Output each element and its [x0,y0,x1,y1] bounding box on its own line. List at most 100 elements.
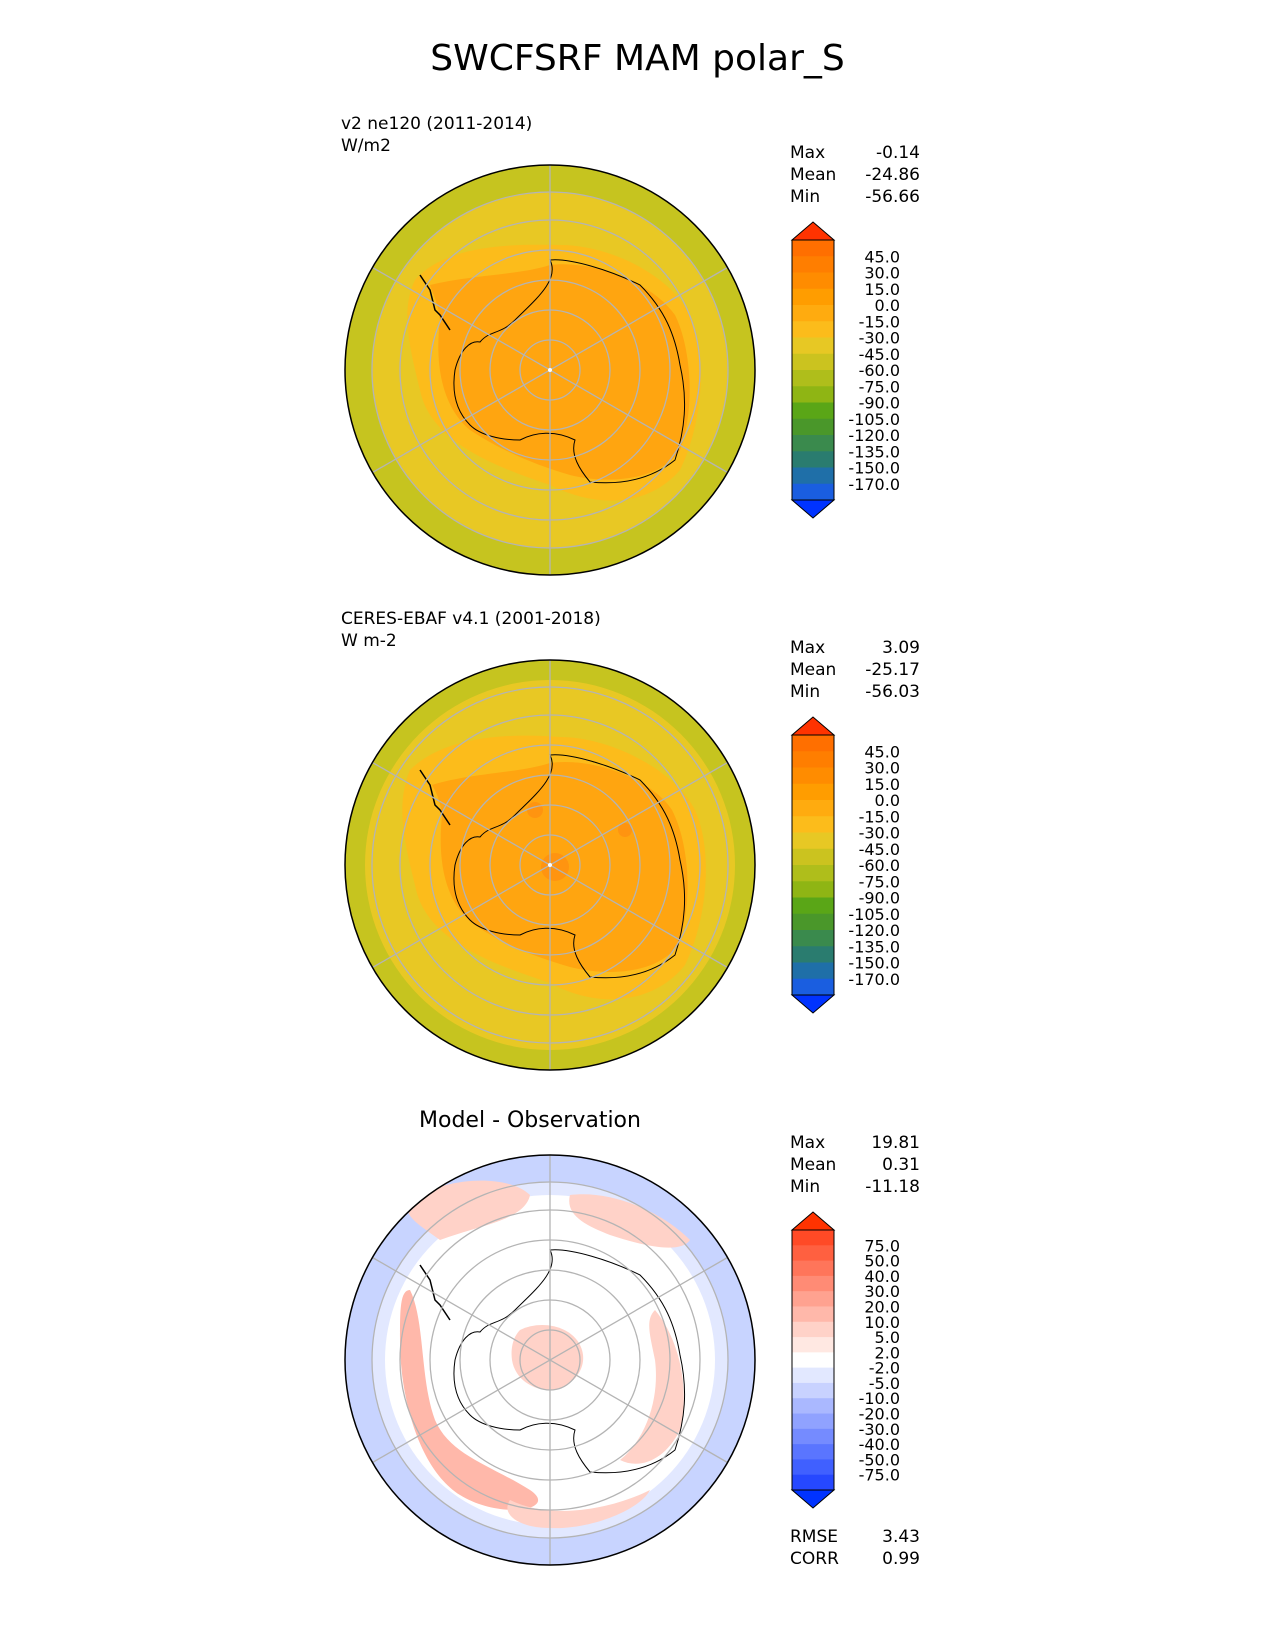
stat-min-value: -56.03 [865,682,920,702]
rmse-label: RMSE [790,1527,839,1547]
colorbar-segment [792,467,834,485]
colorbar-tick-label: 2.0 [875,1343,900,1362]
colorbar-frame [791,239,835,501]
panel-reference-title-line1: CERES-EBAF v4.1 (2001-2018) [341,609,601,629]
colorbar-difference: 75.050.040.030.020.010.05.02.0-2.0-5.0-1… [790,1211,900,1509]
colorbar-tick-label: 20.0 [864,1297,900,1316]
colorbar-segment [792,735,834,752]
summary-difference: RMSE 3.43 CORR 0.99 [790,1526,920,1570]
colorbar-tick-label: -10.0 [859,1389,900,1408]
colorbar-segment [792,1275,834,1292]
pole-marker-test [548,368,552,372]
colorbar-tick-label: -45.0 [859,840,900,859]
colorbar-tick-label: -15.0 [859,312,900,331]
land-field-test [430,264,690,480]
colorbar-segment [792,962,834,980]
positive-patch-interior [511,1325,584,1391]
colorbar-segment [792,946,834,963]
stat-mean-label: Mean [790,165,837,185]
colorbar-segment [792,1382,834,1399]
stats-difference: Max 19.81 Mean 0.31 Min -11.18 [790,1132,920,1198]
colorbar-tick-label: -150.0 [848,459,900,478]
colorbar-extend-bottom [790,994,836,1014]
colorbar-tick-label: 0.0 [875,296,900,315]
colorbar-segment [792,1444,834,1460]
stats-test: Max -0.14 Mean -24.86 Min -56.66 [790,142,920,208]
stat-mean-value: -24.86 [865,165,920,185]
stat-max-label: Max [790,1133,826,1153]
corr-label: CORR [790,1549,839,1569]
colorbar-segment [792,978,834,996]
colorbar-segment [792,832,834,850]
colorbar-segment [792,353,834,371]
colorbar-segment [792,337,834,355]
colorbar-tick-label: 50.0 [864,1252,900,1271]
colorbar-tick-label: -105.0 [848,905,900,924]
colorbar-segment [792,848,834,866]
colorbar-tick-label: -60.0 [859,856,900,875]
colorbar-segment [792,1459,834,1476]
stat-max-value: 3.09 [882,638,920,658]
colorbar-tick-label: -75.0 [859,872,900,891]
coastline-reference [453,754,686,979]
stat-max-value: -0.14 [876,143,920,163]
colorbar-segment [792,1474,834,1491]
stat-min-label: Min [790,1177,821,1197]
colorbar-tick-label: -150.0 [848,954,900,973]
colorbar-segment [792,1245,834,1262]
patch-east [618,823,632,837]
colorbar-tick-label: -135.0 [848,937,900,956]
colorbar-segment [792,1291,834,1307]
patch-interior [527,802,543,818]
map-border-reference [344,659,756,1071]
graticule-difference [371,1155,729,1565]
colorbar-tick-label: -60.0 [859,361,900,380]
colorbar-tick-label: -30.0 [859,1420,900,1439]
colorbar-tick-label: -45.0 [859,345,900,364]
colorbar-segment [792,272,834,290]
colorbar-segment [792,435,834,452]
colorbar-tick-label: 30.0 [864,264,900,283]
colorbar-tick-label: 30.0 [864,1282,900,1301]
figure-title: SWCFSRF MAM polar_S [430,38,845,79]
colorbar-tick-label: 45.0 [864,742,900,761]
colorbar-segment [792,256,834,273]
colorbar-segment [792,751,834,768]
colorbar-segment [792,321,834,338]
colorbar-tick-label: -170.0 [848,475,900,494]
positive-patch-north [407,1180,530,1240]
stat-min-label: Min [790,187,821,207]
stat-mean-value: 0.31 [882,1155,920,1175]
graticule-test [371,165,729,575]
panel-test-units: W/m2 [341,136,391,156]
panel-test-title: v2 ne120 (2011-2014) W/m2 [341,113,532,157]
colorbar-segment [792,1306,834,1323]
map-test [344,164,756,576]
stat-min-value: -56.66 [865,187,920,207]
positive-patch-northeast [569,1194,690,1248]
stat-max-label: Max [790,638,826,658]
map-border-test [344,164,756,576]
stat-min-value: -11.18 [865,1177,920,1197]
colorbar-tick-label: 0.0 [875,791,900,810]
stat-mean-label: Mean [790,1155,837,1175]
colorbar-tick-label: 15.0 [864,775,900,794]
stat-mean-label: Mean [790,660,837,680]
colorbar-segment [792,800,834,817]
patch-near-pole [541,853,569,881]
corr-value: 0.99 [882,1549,920,1569]
colorbar-tick-label: -170.0 [848,970,900,989]
coastline-difference [453,1249,686,1474]
colorbar-test: 45.030.015.00.0-15.0-30.0-45.0-60.0-75.0… [790,221,900,519]
stats-reference: Max 3.09 Mean -25.17 Min -56.03 [790,637,920,703]
coastline-test [453,259,686,484]
colorbar-tick-label: 30.0 [864,759,900,778]
colorbar-tick-label: -40.0 [859,1435,900,1454]
colorbar-segment [792,418,834,436]
colorbar-segment [792,1337,834,1353]
colorbar-segment [792,1398,834,1415]
colorbar-segment [792,386,834,403]
colorbar-segment [792,897,834,915]
colorbar-tick-label: 15.0 [864,280,900,299]
colorbar-tick-label: 45.0 [864,247,900,266]
